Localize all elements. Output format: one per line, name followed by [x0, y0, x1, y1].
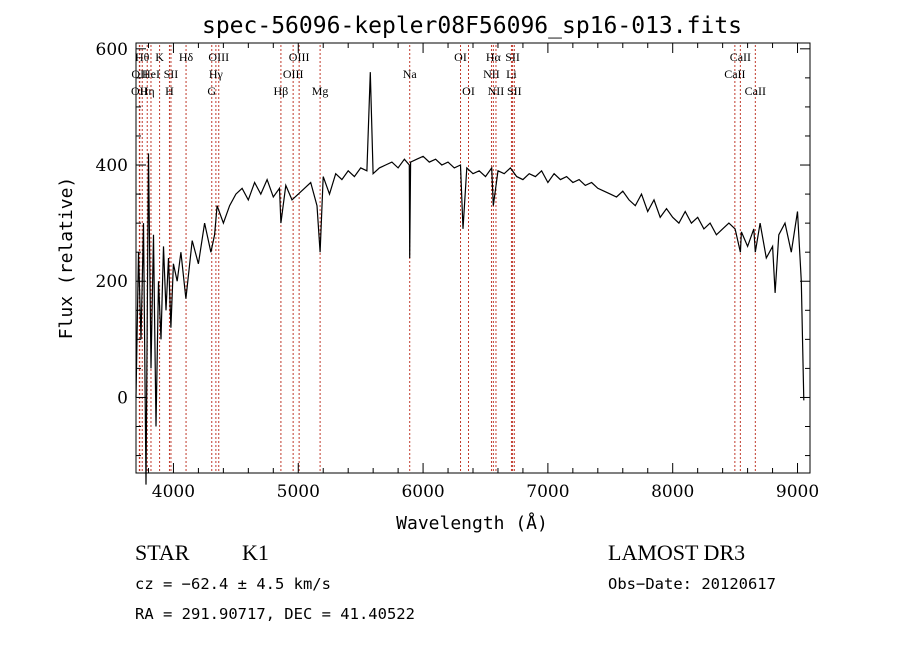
line-label: Hθ — [135, 50, 150, 64]
obs-date-text: Obs−Date: 20120617 — [608, 575, 776, 593]
spectral-line-markers — [138, 45, 756, 473]
line-label: Hη — [140, 84, 155, 98]
line-label: SII — [507, 84, 522, 98]
line-label: SII — [505, 50, 520, 64]
line-label: CaII — [724, 67, 745, 81]
object-subclass: K1 — [242, 540, 269, 565]
x-axis-label: Wavelength (Å) — [396, 512, 548, 534]
line-label: Hβ — [274, 84, 289, 98]
x-axis-ticks: 4000 5000 6000 7000 8000 9000 — [147, 43, 819, 502]
line-label: OIII — [289, 50, 310, 64]
line-label: Hδ — [179, 50, 194, 64]
line-label: K — [155, 50, 164, 64]
x-tick-label: 5000 — [277, 482, 320, 502]
y-tick-label: 0 — [117, 388, 128, 408]
x-tick-label: 7000 — [526, 482, 569, 502]
line-label: OIII — [208, 50, 229, 64]
line-label: CaII — [730, 50, 751, 64]
y-axis-ticks: 0 200 400 600 — [96, 40, 810, 457]
line-label: HeI — [142, 67, 160, 81]
line-label: Hα — [486, 50, 502, 64]
line-label: G — [207, 84, 216, 98]
line-label: OIII — [283, 67, 304, 81]
survey-name: LAMOST DR3 — [608, 540, 745, 565]
line-label: OII — [131, 84, 148, 98]
plot-frame — [135, 42, 811, 474]
line-label: Na — [403, 67, 418, 81]
radec-text: RA = 291.90717, DEC = 41.40522 — [135, 605, 415, 623]
line-label: H — [165, 84, 174, 98]
x-tick-label: 4000 — [152, 482, 195, 502]
line-label: Mg — [312, 84, 329, 98]
spectrum-line — [135, 72, 805, 485]
object-class: STAR — [135, 540, 190, 565]
line-label: NII — [483, 67, 500, 81]
x-tick-label: 8000 — [651, 482, 694, 502]
y-tick-label: 400 — [96, 156, 128, 176]
line-label: OI — [462, 84, 475, 98]
y-tick-label: 200 — [96, 272, 128, 292]
y-tick-label: 600 — [96, 40, 128, 60]
spectral-line-labels: OIIOIIHθHηHeIKHSIIHδGHγOIIIHβOIIIOIIIMgN… — [131, 50, 766, 98]
line-label: Li — [506, 67, 517, 81]
line-label: OI — [454, 50, 467, 64]
y-axis-label: Flux (relative) — [56, 177, 77, 340]
line-label: CaII — [745, 84, 766, 98]
chart-title: spec-56096-kepler08F56096_sp16-013.fits — [202, 13, 742, 39]
line-label: NII — [488, 84, 505, 98]
redshift-text: cz = −62.4 ± 4.5 km/s — [135, 575, 331, 593]
x-tick-label: 6000 — [401, 482, 444, 502]
line-label: SII — [164, 67, 179, 81]
line-label: Hγ — [209, 67, 224, 81]
x-tick-label: 9000 — [776, 482, 819, 502]
